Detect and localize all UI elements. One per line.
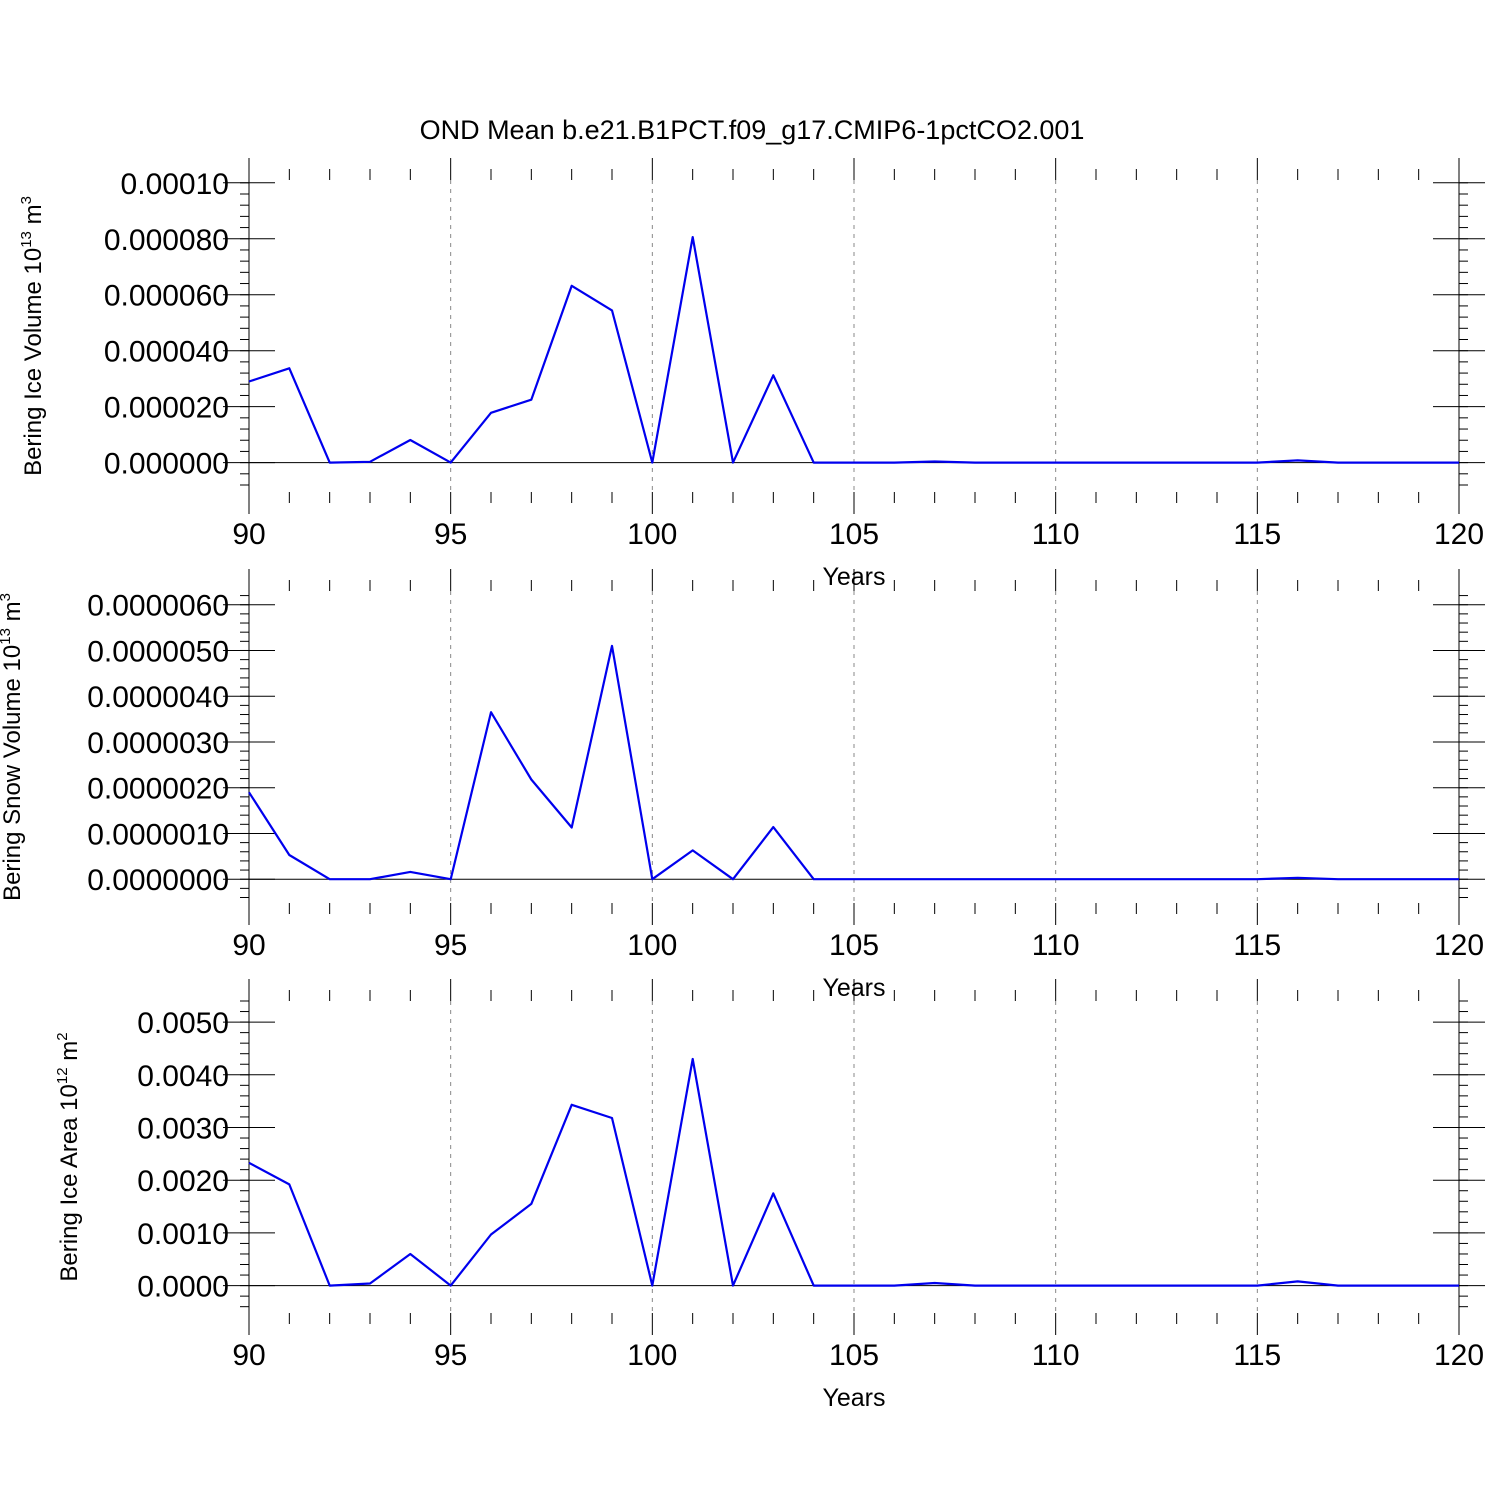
x-tick-label: 90 (232, 518, 265, 551)
x-tick-label: 90 (232, 929, 265, 962)
y-tick-label: 0.0000010 (87, 818, 229, 851)
panel-1: 0.000000 0.000020 0.000040 0.000060 0.000080… (18, 158, 1485, 591)
y-tick-label: 0.000080 (104, 224, 229, 257)
y-tick-label: 0.000040 (104, 336, 229, 369)
y-axis-label: Bering Snow Volume 1013 m3 (0, 593, 26, 901)
x-tick-label: 95 (434, 518, 467, 551)
y-axis-label: Bering Ice Area 1012 m2 (54, 1032, 83, 1281)
y-tick-label: 0.0000 (137, 1271, 229, 1304)
panels: 0.000000 0.000020 0.000040 0.000060 0.000080… (0, 158, 1485, 1412)
x-tick-label: 100 (627, 518, 677, 551)
y-tick-label: 0.0000050 (87, 635, 229, 668)
chart-title: OND Mean b.e21.B1PCT.f09_g17.CMIP6-1pctC… (420, 115, 1085, 145)
y-tick-label: 0.000060 (104, 280, 229, 313)
x-tick-label: 115 (1233, 929, 1281, 962)
y-tick-label: 0.0040 (137, 1060, 229, 1093)
x-tick-label: 90 (232, 1339, 265, 1372)
y-tick-label: 0.0000030 (87, 727, 229, 760)
y-tick-label: 0.00010 (121, 168, 229, 201)
y-tick-label: 0.0000060 (87, 590, 229, 623)
y-tick-label: 0.0020 (137, 1165, 229, 1198)
y-tick-label: 0.0000020 (87, 773, 229, 806)
panel-3: 0.0000 0.0010 0.0020 0.0030 0.0040 0.0050 90 95… (54, 979, 1485, 1412)
x-tick-label: 120 (1434, 1339, 1484, 1372)
x-tick-label: 115 (1233, 518, 1281, 551)
y-axis-label: Bering Ice Volume 1013 m3 (18, 196, 47, 476)
x-tick-label: 95 (434, 929, 467, 962)
y-tick-label: 0.0000000 (87, 864, 229, 897)
series-line (248, 236, 1459, 464)
x-axis-label: Years (822, 1384, 885, 1412)
series-line (248, 644, 1459, 881)
x-tick-label: 105 (829, 929, 879, 962)
x-tick-label: 110 (1032, 1339, 1080, 1372)
x-tick-label: 120 (1434, 929, 1484, 962)
x-tick-label: 95 (434, 1339, 467, 1372)
x-tick-label: 110 (1032, 518, 1080, 551)
x-tick-label: 115 (1233, 1339, 1281, 1372)
x-tick-label: 105 (829, 518, 879, 551)
y-tick-label: 0.000000 (104, 448, 229, 481)
y-tick-label: 0.0000040 (87, 681, 229, 714)
series-line (248, 1057, 1459, 1287)
y-tick-label: 0.0050 (137, 1007, 229, 1040)
x-tick-label: 100 (627, 929, 677, 962)
x-tick-label: 100 (627, 1339, 677, 1372)
y-tick-label: 0.0010 (137, 1218, 229, 1251)
x-tick-label: 110 (1032, 929, 1080, 962)
panel-2: 0.0000000 0.0000010 0.0000020 0.0000030 0.00… (0, 569, 1485, 1002)
x-tick-label: 120 (1434, 518, 1484, 551)
y-tick-label: 0.000020 (104, 392, 229, 425)
x-tick-label: 105 (829, 1339, 879, 1372)
y-tick-label: 0.0030 (137, 1112, 229, 1145)
